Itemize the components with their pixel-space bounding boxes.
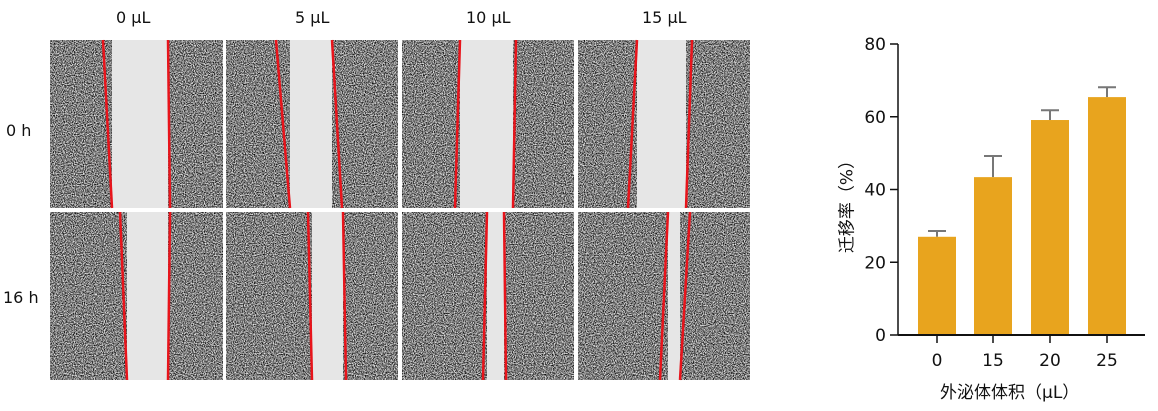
panel-1-3	[578, 211, 750, 381]
wound-edge-right	[166, 39, 172, 209]
panel-1-0	[50, 211, 223, 381]
wound-edge-right	[330, 39, 344, 209]
y-tick-label: 60	[864, 108, 886, 128]
column-label-5: 5 μL	[295, 8, 330, 27]
wound-edge-right	[166, 211, 172, 381]
x-tick-label: 20	[1039, 351, 1061, 371]
wound-edge-left	[306, 211, 314, 381]
y-tick-label: 40	[864, 181, 886, 201]
y-tick-label: 80	[864, 35, 886, 55]
wound-edge-right	[684, 39, 694, 209]
cell-region-left	[50, 40, 112, 208]
cell-region-right	[686, 40, 750, 208]
x-tick-label: 25	[1096, 351, 1118, 371]
cell-region-right	[680, 212, 750, 380]
wound-edge-left	[658, 211, 670, 381]
wound-edge-right	[341, 211, 348, 381]
cell-region-left	[578, 212, 668, 380]
panel-0-0	[50, 39, 223, 209]
cell-region-left	[226, 212, 312, 380]
bar-25	[1088, 97, 1126, 335]
x-axis-label: 外泌体体积（μL）	[940, 383, 1080, 403]
row-label-16h: 16 h	[3, 288, 39, 307]
wound-edge-left	[626, 39, 639, 209]
wound-edge-right	[502, 211, 508, 381]
cell-region-right	[513, 40, 574, 208]
panel-0-3	[578, 39, 750, 209]
y-tick-label: 20	[864, 253, 886, 273]
panel-1-1	[226, 211, 398, 381]
cell-region-right	[343, 212, 398, 380]
y-axis-label: 迁移率（%）	[837, 151, 858, 254]
row-label-0h: 0 h	[6, 121, 32, 140]
cell-region-left	[226, 40, 290, 208]
wound-edge-left	[481, 211, 489, 381]
x-tick-label: 0	[932, 351, 943, 371]
column-label-15: 15 μL	[642, 8, 687, 27]
cell-region-left	[402, 212, 487, 380]
cell-region-right	[332, 40, 398, 208]
panel-0-2	[402, 39, 574, 209]
x-tick-label: 15	[982, 351, 1004, 371]
panel-1-2	[402, 211, 574, 381]
wound-healing-images	[50, 39, 750, 381]
cell-region-right	[168, 40, 223, 208]
wound-edge-left	[118, 211, 129, 381]
bar-20	[1031, 120, 1069, 336]
cell-region-left	[578, 40, 637, 208]
cell-region-right	[504, 212, 574, 380]
wound-edge-left	[453, 39, 462, 209]
column-label-0: 0 μL	[116, 8, 151, 27]
wound-edge-right	[678, 211, 692, 381]
cell-region-right	[168, 212, 223, 380]
wound-edge-left	[274, 39, 292, 209]
y-tick-label: 0	[875, 326, 886, 346]
bar-15	[974, 177, 1012, 335]
cell-region-left	[50, 212, 127, 380]
wound-edge-right	[511, 39, 518, 209]
bar-0	[918, 236, 956, 335]
wound-edge-left	[101, 39, 114, 209]
panel-0-1	[226, 39, 398, 209]
column-label-10: 10 μL	[466, 8, 511, 27]
cell-region-left	[402, 40, 460, 208]
